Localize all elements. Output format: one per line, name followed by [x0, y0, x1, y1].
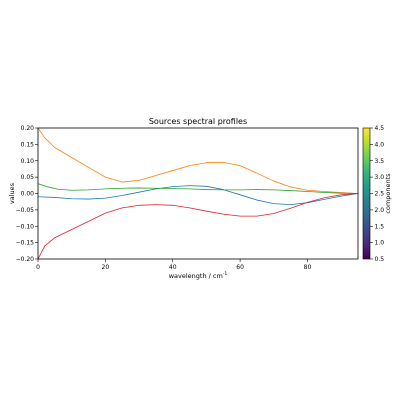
y-axis: −0.20 −0.15 −0.10 −0.05 0.00 0.05 0.10 0.15 0.20 [16, 125, 38, 263]
y-tick-label: 0.15 [21, 141, 35, 148]
y-tick-label: 0.20 [21, 125, 35, 132]
colorbar-axis: 0.5 1.0 1.5 2.0 2.5 3.0 3.5 4.0 4.5 [370, 125, 384, 263]
x-tick-label: 60 [236, 264, 244, 271]
colorbar-tick-label: 2.0 [375, 207, 385, 214]
series-line-2 [38, 128, 358, 194]
x-tick-label: 80 [304, 264, 312, 271]
x-tick-label: 40 [169, 264, 177, 271]
colorbar-tick-label: 3.5 [375, 158, 385, 165]
y-tick-label: −0.10 [16, 223, 35, 230]
y-tick-label: 0.00 [21, 191, 35, 198]
colorbar [362, 127, 371, 260]
series-line-3 [38, 183, 358, 194]
colorbar-tick-label: 1.0 [375, 240, 385, 247]
colorbar-tick-label: 4.5 [375, 125, 385, 132]
y-tick-label: 0.10 [21, 158, 35, 165]
plot-frame [37, 127, 359, 260]
y-tick-label: −0.15 [16, 240, 35, 247]
y-tick-label: −0.05 [16, 207, 35, 214]
y-tick-label: −0.20 [16, 256, 35, 263]
x-tick-label: 0 [36, 264, 40, 271]
x-axis-label: wavelength / cm-1 [169, 271, 228, 280]
chart-title: Sources spectral profiles [149, 117, 247, 126]
colorbar-tick-label: 1.5 [375, 223, 385, 230]
y-tick-label: 0.05 [21, 174, 35, 181]
x-tick-label: 20 [102, 264, 110, 271]
y-axis-label: values [8, 182, 16, 204]
colorbar-tick-label: 4.0 [375, 141, 385, 148]
colorbar-tick-label: 0.5 [375, 256, 385, 263]
colorbar-tick-label: 2.5 [375, 191, 385, 198]
colorbar-label: components [384, 173, 392, 214]
series-line-4 [38, 193, 358, 259]
x-axis: 0 20 40 60 80 [36, 259, 311, 271]
colorbar-tick-label: 3.0 [375, 174, 385, 181]
series-layer [38, 128, 358, 259]
